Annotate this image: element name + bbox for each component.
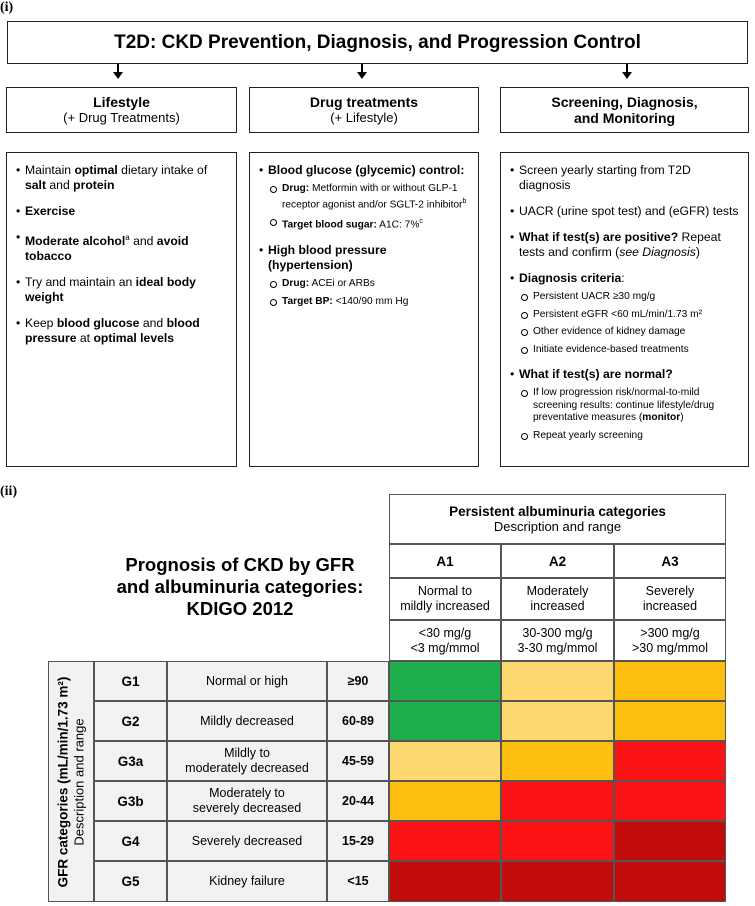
arrow-to-drug-head xyxy=(357,72,367,79)
lifestyle-header: Lifestyle (+ Drug Treatments) xyxy=(6,87,237,133)
col-desc-a3: Severely increased xyxy=(614,578,726,620)
row-range-g4: 15-29 xyxy=(327,821,389,861)
lifestyle-item-weight: Try and maintain an ideal body weight xyxy=(16,275,228,305)
albuminuria-header-subtitle: Description and range xyxy=(493,519,622,534)
albuminuria-header-title: Persistent albuminuria categories xyxy=(449,504,666,519)
col-code-a2: A2 xyxy=(501,544,614,578)
screening-header: Screening, Diagnosis, and Monitoring xyxy=(500,87,749,133)
screening-heading-line2: and Monitoring xyxy=(573,110,676,126)
arrow-to-screening-head xyxy=(622,72,632,79)
gfr-axis-title: GFR categories (mL/min/1.73 m²) xyxy=(55,676,70,887)
panel-i-label: (i) xyxy=(0,0,14,15)
row-code-g1: G1 xyxy=(94,661,167,701)
arrow-to-lifestyle-head xyxy=(113,72,123,79)
glycemic-drug: Drug: Metformin with or without GLP-1 re… xyxy=(268,183,470,211)
col-code-a1: A1 xyxy=(389,544,501,578)
lifestyle-item-diet: Maintain optimal dietary intake of salt … xyxy=(16,163,228,193)
screening-item-tests: UACR (urine spot test) and (eGFR) tests xyxy=(510,204,740,219)
screening-item-positive: What if test(s) are positive? Repeat tes… xyxy=(510,230,740,260)
lifestyle-item-alcohol: Moderate alcohola and avoid tobacco xyxy=(16,230,228,264)
col-desc-a1: Normal to mildly increased xyxy=(389,578,501,620)
bp-target: Target BP: <140/90 mm Hg xyxy=(268,296,470,309)
risk-cell-g1-a1 xyxy=(389,661,501,701)
kdigo-title: Prognosis of CKD by GFR and albuminuria … xyxy=(100,554,380,620)
albuminuria-header: Persistent albuminuria categories Descri… xyxy=(389,494,726,544)
col-range-a3: >300 mg/g >30 mg/mmol xyxy=(614,620,726,661)
kdigo-title-line3: KDIGO 2012 xyxy=(186,598,294,619)
risk-cell-g1-a2 xyxy=(501,661,614,701)
criteria-treatments: Initiate evidence-based treatments xyxy=(519,344,740,357)
row-code-g3a: G3a xyxy=(94,741,167,781)
risk-cell-g2-a1 xyxy=(389,701,501,741)
row-range-g3a: 45-59 xyxy=(327,741,389,781)
row-desc-g4: Severely decreased xyxy=(167,821,327,861)
screening-item-yearly: Screen yearly starting from T2D diagnosi… xyxy=(510,163,740,193)
gfr-axis-subtitle: Description and range xyxy=(71,717,86,846)
col-range-a2: 30-300 mg/g 3-30 mg/mmol xyxy=(501,620,614,661)
row-range-g5: <15 xyxy=(327,861,389,902)
risk-cell-g5-a2 xyxy=(501,861,614,902)
arrow-to-drug-line xyxy=(361,64,363,73)
row-range-g1: ≥90 xyxy=(327,661,389,701)
risk-cell-g5-a1 xyxy=(389,861,501,902)
row-code-g2: G2 xyxy=(94,701,167,741)
col-desc-a2: Moderately increased xyxy=(501,578,614,620)
screening-body: Screen yearly starting from T2D diagnosi… xyxy=(500,152,749,467)
lifestyle-body: Maintain optimal dietary intake of salt … xyxy=(6,152,237,467)
row-desc-g5: Kidney failure xyxy=(167,861,327,902)
risk-cell-g4-a2 xyxy=(501,821,614,861)
risk-cell-g3a-a1 xyxy=(389,741,501,781)
col-code-a3: A3 xyxy=(614,544,726,578)
risk-cell-g2-a2 xyxy=(501,701,614,741)
col-range-a1: <30 mg/g <3 mg/mmol xyxy=(389,620,501,661)
risk-cell-g2-a3 xyxy=(614,701,726,741)
risk-cell-g3b-a2 xyxy=(501,781,614,821)
drug-body: Blood glucose (glycemic) control: Drug: … xyxy=(249,152,479,467)
risk-cell-g3b-a1 xyxy=(389,781,501,821)
row-code-g5: G5 xyxy=(94,861,167,902)
row-range-g2: 60-89 xyxy=(327,701,389,741)
normal-monitor: If low progression risk/normal-to-mild s… xyxy=(519,387,740,425)
row-code-g3b: G3b xyxy=(94,781,167,821)
panel-ii-label: (ii) xyxy=(0,484,18,499)
criteria-other: Other evidence of kidney damage xyxy=(519,326,740,339)
risk-cell-g3b-a3 xyxy=(614,781,726,821)
risk-cell-g4-a1 xyxy=(389,821,501,861)
gfr-axis-label: GFR categories (mL/min/1.73 m²) Descript… xyxy=(48,661,94,902)
drug-item-bp: High blood pressure (hypertension) Drug:… xyxy=(259,243,470,308)
row-desc-g3a: Mildly to moderately decreased xyxy=(167,741,327,781)
drug-subheading: (+ Lifestyle) xyxy=(330,110,398,125)
criteria-uacr: Persistent UACR ≥30 mg/g xyxy=(519,291,740,304)
risk-cell-g4-a3 xyxy=(614,821,726,861)
row-desc-g1: Normal or high xyxy=(167,661,327,701)
drug-item-glycemic: Blood glucose (glycemic) control: Drug: … xyxy=(259,163,470,232)
normal-repeat: Repeat yearly screening xyxy=(519,430,740,443)
risk-cell-g1-a3 xyxy=(614,661,726,701)
row-desc-g3b: Moderately to severely decreased xyxy=(167,781,327,821)
bp-drug: Drug: ACEi or ARBs xyxy=(268,278,470,291)
lifestyle-item-exercise: Exercise xyxy=(16,204,228,219)
lifestyle-item-glucose-bp: Keep blood glucose and blood pressure at… xyxy=(16,316,228,346)
criteria-egfr: Persistent eGFR <60 mL/min/1.73 m² xyxy=(519,309,740,322)
row-range-g3b: 20-44 xyxy=(327,781,389,821)
row-code-g4: G4 xyxy=(94,821,167,861)
kdigo-title-line2: and albuminuria categories: xyxy=(116,576,364,597)
drug-header: Drug treatments (+ Lifestyle) xyxy=(249,87,479,133)
drug-heading: Drug treatments xyxy=(309,94,419,110)
glycemic-target: Target blood sugar: A1C: 7%c xyxy=(268,216,470,232)
lifestyle-subheading: (+ Drug Treatments) xyxy=(63,110,180,125)
lifestyle-heading: Lifestyle xyxy=(93,94,150,110)
screening-item-normal: What if test(s) are normal? If low progr… xyxy=(510,367,740,442)
main-title: T2D: CKD Prevention, Diagnosis, and Prog… xyxy=(7,21,748,64)
risk-cell-g5-a3 xyxy=(614,861,726,902)
screening-heading-line1: Screening, Diagnosis, xyxy=(551,94,698,110)
risk-cell-g3a-a2 xyxy=(501,741,614,781)
arrow-to-screening-line xyxy=(626,64,628,73)
kdigo-title-line1: Prognosis of CKD by GFR xyxy=(125,554,355,575)
screening-item-criteria: Diagnosis criteria: Persistent UACR ≥30 … xyxy=(510,271,740,356)
row-desc-g2: Mildly decreased xyxy=(167,701,327,741)
arrow-to-lifestyle-line xyxy=(117,64,119,73)
risk-cell-g3a-a3 xyxy=(614,741,726,781)
